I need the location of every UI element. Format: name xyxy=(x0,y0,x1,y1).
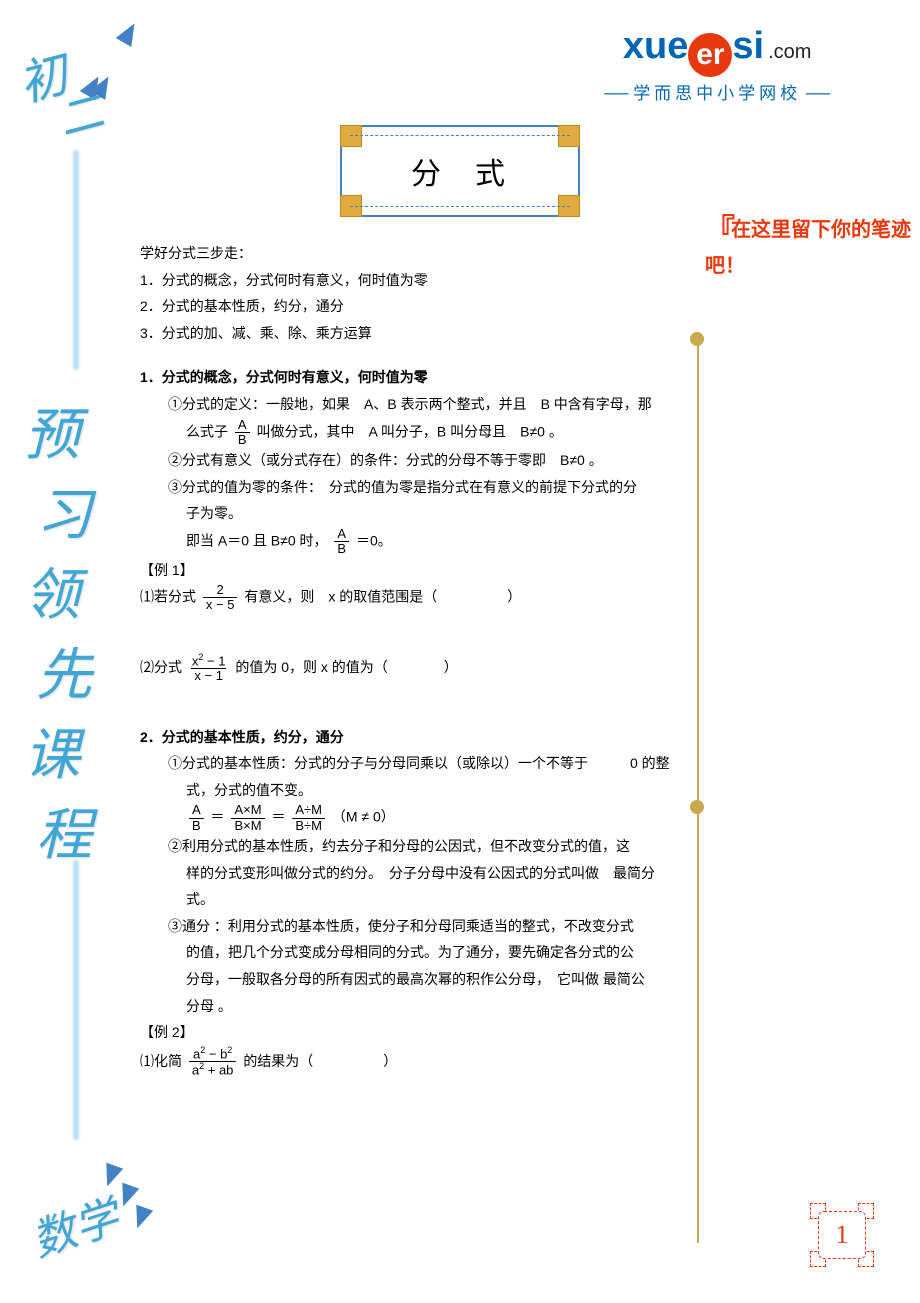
sec2-p3d: 分母 。 xyxy=(140,993,685,1020)
fraction-a-over-b-2: AB xyxy=(334,527,349,557)
page-title: 分式 xyxy=(350,135,570,207)
sec1-point4: 即当 A＝0 且 B≠0 时， AB ＝0。 xyxy=(140,527,685,557)
intro-step-1: 1．分式的概念，分式何时有意义，何时值为零 xyxy=(140,267,685,294)
sec1-point3a: ③分式的值为零的条件： 分式的值为零是指分式在有意义的前提下分式的分 xyxy=(140,474,685,501)
sec1-point2: ②分式有意义（或分式存在）的条件：分式的分母不等于零即 B≠0 。 xyxy=(140,447,685,474)
section-1-heading: 1．分式的概念，分式何时有意义，何时值为零 xyxy=(140,364,685,391)
side-char-3: 领 xyxy=(24,550,80,631)
side-char-4: 先 xyxy=(36,630,92,711)
logo-part-er: er xyxy=(688,33,732,77)
sec2-p1a: ①分式的基本性质：分式的分子与分母同乘以（或除以）一个不等于 0 的整 xyxy=(140,750,685,777)
sec1-def-line1: ①分式的定义：一般地，如果 A、B 表示两个整式，并且 B 中含有字母，那 xyxy=(140,391,685,418)
sec2-p2c: 式。 xyxy=(140,886,685,913)
sec2-p1b: 式，分式的值不变。 xyxy=(140,777,685,804)
side-char-1: 预 xyxy=(24,390,80,471)
bottom-decoration: 数学 xyxy=(30,1163,170,1283)
page-number: 1 xyxy=(818,1211,866,1259)
vertical-separator xyxy=(697,338,699,1243)
title-frame: 分式 xyxy=(340,125,580,217)
fraction-ex1-q2: x2 − 1x − 1 xyxy=(189,653,229,684)
example-2-q1: ⑴化简 a2 − b2a2 + ab 的结果为（ ） xyxy=(140,1046,685,1078)
margin-annotation: 『在这里留下你的笔迹吧！ xyxy=(705,205,920,278)
sec1-point3b: 子为零。 xyxy=(140,500,685,527)
separator-dot xyxy=(690,800,704,814)
logo-part-si: si xyxy=(732,25,764,67)
page-number-badge: 1 xyxy=(814,1207,870,1263)
main-content: 学好分式三步走： 1．分式的概念，分式何时有意义，何时值为零 2．分式的基本性质… xyxy=(140,240,685,1078)
sec2-p2b: 样的分式变形叫做分式的约分。 分子分母中没有公因式的分式叫做 最简分 xyxy=(140,860,685,887)
side-char-2: 习 xyxy=(36,470,92,551)
sec2-p3c: 分母，一般取各分母的所有因式的最高次幂的积作公分母， 它叫做 最简公 xyxy=(140,966,685,993)
fraction-ex2-q1: a2 − b2a2 + ab xyxy=(189,1046,237,1078)
sec2-p3a: ③通分 ：利用分式的基本性质，使分子和分母同乘适当的整式，不改变分式 xyxy=(140,913,685,940)
side-char-5: 课 xyxy=(24,710,80,791)
fraction-ex1-q1: 2x − 5 xyxy=(203,583,238,613)
side-decoration: 初 二 预 习 领 先 课 程 xyxy=(18,0,148,1303)
side-char-6: 程 xyxy=(36,790,92,871)
sec2-equation: AB ＝ A×MB×M ＝ A÷MB÷M （M ≠ 0） xyxy=(140,803,685,833)
brand-logo: xueersi.com ── 学而思中小学网校 ── xyxy=(604,25,830,104)
sec2-p2a: ②利用分式的基本性质，约去分子和分母的公因式，但不改变分式的值，这 xyxy=(140,833,685,860)
example-2-heading: 【例 2】 xyxy=(140,1019,685,1046)
side-char-top1: 初 xyxy=(10,35,74,115)
example-1-heading: 【例 1】 xyxy=(140,557,685,584)
section-2-heading: 2．分式的基本性质，约分，通分 xyxy=(140,724,685,751)
example-1-q1: ⑴若分式 2x − 5 有意义，则 x 的取值范围是（ ） xyxy=(140,583,685,613)
intro-lead: 学好分式三步走： xyxy=(140,240,685,267)
intro-step-3: 3．分式的加、减、乘、除、乘方运算 xyxy=(140,320,685,347)
logo-subtitle: ── 学而思中小学网校 ── xyxy=(604,79,830,104)
sec1-def-line2: 么式子 AB 叫做分式，其中 A 叫分子，B 叫分母且 B≠0 。 xyxy=(140,418,685,448)
example-1-q2: ⑵分式 x2 − 1x − 1 的值为 0，则 x 的值为（ ） xyxy=(140,653,685,684)
fraction-a-over-b: AB xyxy=(235,418,250,448)
sec2-p3b: 的值，把几个分式变成分母相同的分式。为了通分，要先确定各分式的公 xyxy=(140,939,685,966)
intro-step-2: 2．分式的基本性质，约分，通分 xyxy=(140,293,685,320)
separator-dot xyxy=(690,332,704,346)
logo-part-com: .com xyxy=(768,41,811,63)
logo-part-xue: xue xyxy=(623,25,688,67)
side-char-top2: 二 xyxy=(50,75,109,148)
logo-wordmark: xueersi.com xyxy=(604,25,830,77)
